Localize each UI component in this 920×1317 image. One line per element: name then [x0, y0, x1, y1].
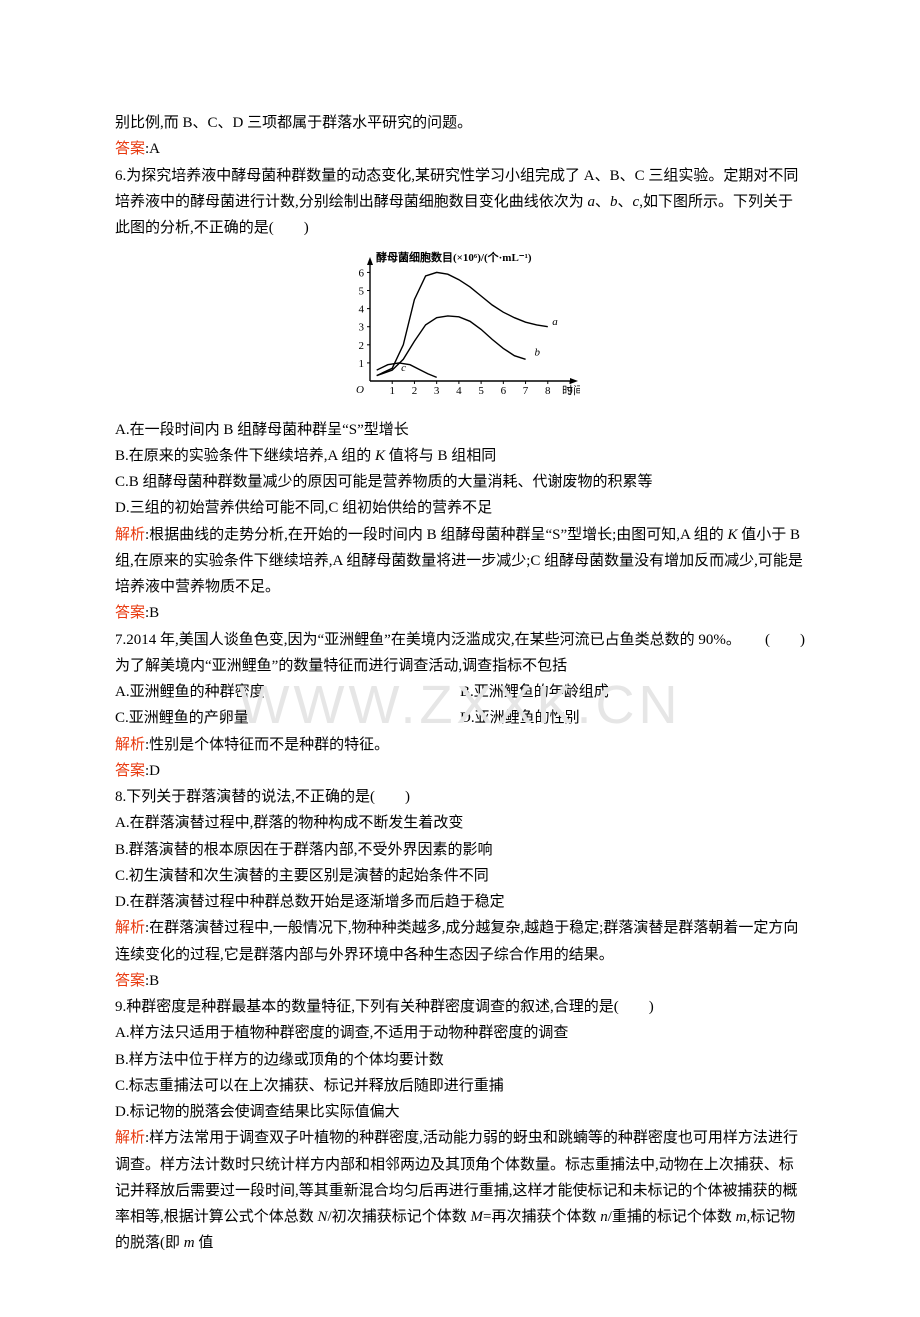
- svg-text:6: 6: [501, 385, 507, 397]
- svg-text:c: c: [401, 362, 406, 374]
- q7-paren: ( ): [745, 627, 805, 680]
- svg-text:2: 2: [412, 385, 418, 397]
- q9-expl-4: 重捕的标记个体数: [612, 1209, 736, 1225]
- svg-text:时间/d: 时间/d: [562, 384, 580, 397]
- q7-optC: C.亚洲鲤鱼的产卵量: [115, 705, 460, 731]
- q7-explanation: 解析:性别是个体特征而不是种群的特征。: [115, 732, 805, 758]
- q7-optB: B.亚洲鲤鱼的年龄组成: [460, 679, 805, 705]
- q6-answer: 答案:B: [115, 600, 805, 626]
- svg-text:O: O: [356, 384, 364, 396]
- answer-value: :B: [145, 973, 159, 989]
- q9-optA: A.样方法只适用于植物种群密度的调查,不适用于动物种群密度的调查: [115, 1020, 805, 1046]
- q9-stem: 9.种群密度是种群最基本的数量特征,下列有关种群密度调查的叙述,合理的是( ): [115, 994, 805, 1020]
- q6-optB-1: B.在原来的实验条件下继续培养,A 组的: [115, 448, 375, 464]
- q6-expl-1: :根据曲线的走势分析,在开始的一段时间内 B 组酵母菌种群呈“S”型增长;由图可…: [145, 527, 728, 543]
- svg-text:酵母菌细胞数目(×10⁶)/(个·mL⁻¹): 酵母菌细胞数目(×10⁶)/(个·mL⁻¹): [376, 250, 532, 264]
- q6-optB-2: 值将与 B 组相同: [385, 448, 496, 464]
- svg-text:7: 7: [523, 385, 529, 397]
- q7-stem-row: 7.2014 年,美国人谈鱼色变,因为“亚洲鲤鱼”在美境内泛滥成灾,在某些河流已…: [115, 627, 805, 680]
- sep1: 、: [595, 194, 610, 210]
- q7-optD: D.亚洲鲤鱼的性别: [460, 705, 805, 731]
- expl-label: 解析: [115, 737, 145, 753]
- svg-text:4: 4: [456, 385, 462, 397]
- q5-answer: 答案:A: [115, 136, 805, 162]
- q7-stem: 7.2014 年,美国人谈鱼色变,因为“亚洲鲤鱼”在美境内泛滥成灾,在某些河流已…: [115, 627, 745, 680]
- q6-var-b: b: [610, 194, 618, 210]
- q8-optB: B.群落演替的根本原因在于群落内部,不受外界因素的影响: [115, 837, 805, 863]
- q9-optB: B.样方法中位于样方的边缘或顶角的个体均要计数: [115, 1047, 805, 1073]
- q8-optD: D.在群落演替过程中种群总数开始是逐渐增多而后趋于稳定: [115, 889, 805, 915]
- svg-text:1: 1: [389, 385, 395, 397]
- q6-optA: A.在一段时间内 B 组酵母菌种群呈“S”型增长: [115, 417, 805, 443]
- answer-value: :D: [145, 763, 160, 779]
- q9-N: N: [318, 1209, 328, 1225]
- answer-value: :A: [145, 141, 160, 157]
- svg-text:5: 5: [478, 385, 484, 397]
- answer-label: 答案: [115, 973, 145, 989]
- q6-stem: 6.为探究培养液中酵母菌种群数量的动态变化,某研究性学习小组完成了 A、B、C …: [115, 163, 805, 242]
- q7-expl-text: :性别是个体特征而不是种群的特征。: [145, 737, 389, 753]
- chart-svg: 123456123456789O酵母菌细胞数目(×10⁶)/(个·mL⁻¹)时间…: [340, 249, 580, 399]
- q6-expl-K: K: [728, 527, 738, 543]
- q7-answer: 答案:D: [115, 758, 805, 784]
- q6-optB: B.在原来的实验条件下继续培养,A 组的 K 值将与 B 组相同: [115, 443, 805, 469]
- q6-optD: D.三组的初始营养供给可能不同,C 组初始供给的营养不足: [115, 495, 805, 521]
- expl-label: 解析: [115, 1130, 145, 1146]
- q6-explanation: 解析:根据曲线的走势分析,在开始的一段时间内 B 组酵母菌种群呈“S”型增长;由…: [115, 522, 805, 601]
- svg-text:4: 4: [359, 304, 365, 316]
- svg-text:1: 1: [359, 358, 365, 370]
- q7-optA: A.亚洲鲤鱼的种群密度: [115, 679, 460, 705]
- q8-answer: 答案:B: [115, 968, 805, 994]
- answer-label: 答案: [115, 141, 145, 157]
- q9-m: m: [736, 1209, 747, 1225]
- svg-text:6: 6: [359, 268, 365, 280]
- svg-text:5: 5: [359, 286, 365, 298]
- q9-optC: C.标志重捕法可以在上次捕获、标记并释放后随即进行重捕: [115, 1073, 805, 1099]
- q6-optC: C.B 组酵母菌种群数量减少的原因可能是营养物质的大量消耗、代谢废物的积累等: [115, 469, 805, 495]
- q9-m2: m: [184, 1235, 195, 1251]
- answer-value: :B: [145, 605, 159, 621]
- q8-expl-text: :在群落演替过程中,一般情况下,物种种类越多,成分越复杂,越趋于稳定;群落演替是…: [115, 920, 798, 962]
- q9-explanation: 解析:样方法常用于调查双子叶植物的种群密度,活动能力弱的蚜虫和跳蝻等的种群密度也…: [115, 1125, 805, 1256]
- q7-opts-row1: A.亚洲鲤鱼的种群密度 B.亚洲鲤鱼的年龄组成: [115, 679, 805, 705]
- sep2: 、: [618, 194, 633, 210]
- q8-optA: A.在群落演替过程中,群落的物种构成不断发生着改变: [115, 810, 805, 836]
- q6-chart: 123456123456789O酵母菌细胞数目(×10⁶)/(个·mL⁻¹)时间…: [115, 249, 805, 408]
- q9-expl-3: 再次捕获个体数: [491, 1209, 600, 1225]
- q6-var-a: a: [588, 194, 596, 210]
- svg-text:a: a: [552, 316, 558, 328]
- q9-n: n: [600, 1209, 608, 1225]
- q7-opts-row2: C.亚洲鲤鱼的产卵量 D.亚洲鲤鱼的性别: [115, 705, 805, 731]
- q6-optB-K: K: [375, 448, 385, 464]
- svg-text:3: 3: [359, 322, 365, 334]
- answer-label: 答案: [115, 605, 145, 621]
- q9-optD: D.标记物的脱落会使调查结果比实际值偏大: [115, 1099, 805, 1125]
- q8-optC: C.初生演替和次生演替的主要区别是演替的起始条件不同: [115, 863, 805, 889]
- q9-expl-2: 初次捕获标记个体数: [332, 1209, 471, 1225]
- q9-expl-6: 值: [195, 1235, 214, 1251]
- expl-label: 解析: [115, 527, 145, 543]
- q8-explanation: 解析:在群落演替过程中,一般情况下,物种种类越多,成分越复杂,越趋于稳定;群落演…: [115, 915, 805, 968]
- svg-text:b: b: [534, 347, 540, 359]
- expl-label: 解析: [115, 920, 145, 936]
- svg-text:8: 8: [545, 385, 551, 397]
- q5-continuation: 别比例,而 B、C、D 三项都属于群落水平研究的问题。: [115, 110, 805, 136]
- q9-M: M: [470, 1209, 483, 1225]
- answer-label: 答案: [115, 763, 145, 779]
- q8-stem: 8.下列关于群落演替的说法,不正确的是( ): [115, 784, 805, 810]
- svg-text:2: 2: [359, 340, 365, 352]
- svg-text:3: 3: [434, 385, 440, 397]
